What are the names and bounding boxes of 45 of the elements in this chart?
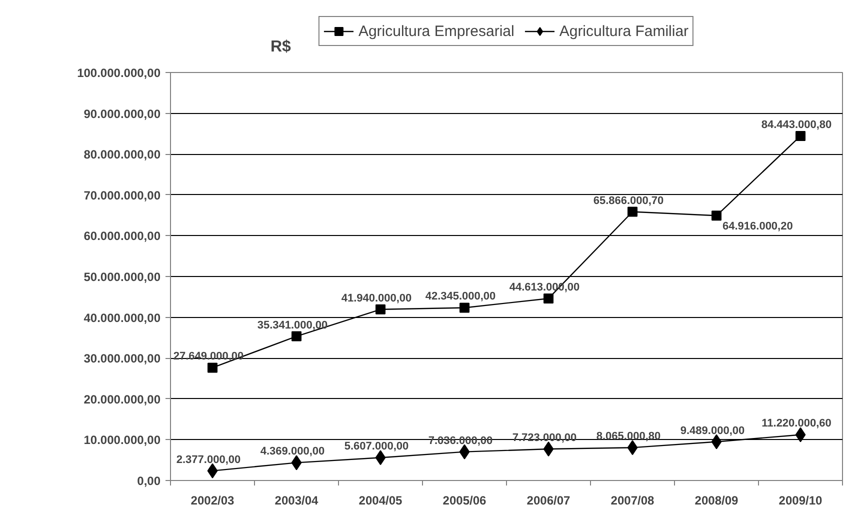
legend-label: Agricultura Empresarial (358, 22, 514, 40)
data-label: 64.916.000,20 (722, 220, 793, 233)
data-label: 4.369.000,00 (260, 446, 325, 458)
x-tick-label: 2004/05 (358, 494, 403, 508)
data-label: 35.341.000,00 (257, 319, 328, 332)
point (375, 450, 386, 466)
x-tick-label: 2003/04 (274, 494, 319, 508)
point (544, 293, 554, 304)
data-label: 9.489.000,00 (680, 424, 745, 437)
point (712, 210, 722, 221)
y-axis-title: R$ (270, 38, 292, 56)
y-tick-label: 100.000.000,00 (77, 66, 161, 80)
point (376, 304, 386, 314)
y-tick-label: 30.000.000,00 (84, 352, 161, 366)
y-tick-label: 50.000.000,00 (84, 270, 161, 284)
data-label: 41.940.000,00 (341, 292, 412, 304)
data-label: 84.443.000,80 (761, 118, 832, 131)
y-tick-label: 80.000.000,00 (84, 148, 161, 162)
point (292, 331, 302, 342)
point (291, 455, 302, 470)
x-tick-label: 2007/08 (610, 494, 655, 508)
data-label: 11.220.000,60 (762, 418, 832, 430)
data-label: 42.345.000,00 (425, 290, 496, 303)
data-label: 2.377.000,00 (176, 454, 241, 466)
point (628, 206, 638, 217)
legend-label: Agricultura Familiar (559, 22, 689, 40)
x-tick-label: 2002/03 (190, 494, 235, 508)
y-tick-label: 0,00 (137, 474, 161, 488)
y-tick-label: 60.000.000,00 (84, 229, 161, 244)
y-tick-label: 40.000.000,00 (84, 310, 161, 325)
data-label: 65.866.000,70 (593, 194, 664, 207)
y-tick-label: 90.000.000,00 (84, 106, 161, 121)
x-tick-label: 2006/07 (526, 494, 571, 508)
x-tick-label: 2008/09 (694, 494, 739, 508)
data-label: 5.607.000,00 (344, 440, 409, 453)
x-tick-label: 2005/06 (442, 494, 487, 508)
x-tick-label: 2009/10 (778, 494, 823, 508)
point (795, 427, 806, 442)
y-tick-label: 10.000.000,00 (84, 433, 161, 448)
point (208, 362, 218, 373)
y-tick-label: 70.000.000,00 (84, 188, 161, 202)
y-tick-label: 20.000.000,00 (84, 392, 161, 406)
point (627, 440, 638, 456)
point (796, 130, 806, 141)
point (460, 302, 470, 313)
